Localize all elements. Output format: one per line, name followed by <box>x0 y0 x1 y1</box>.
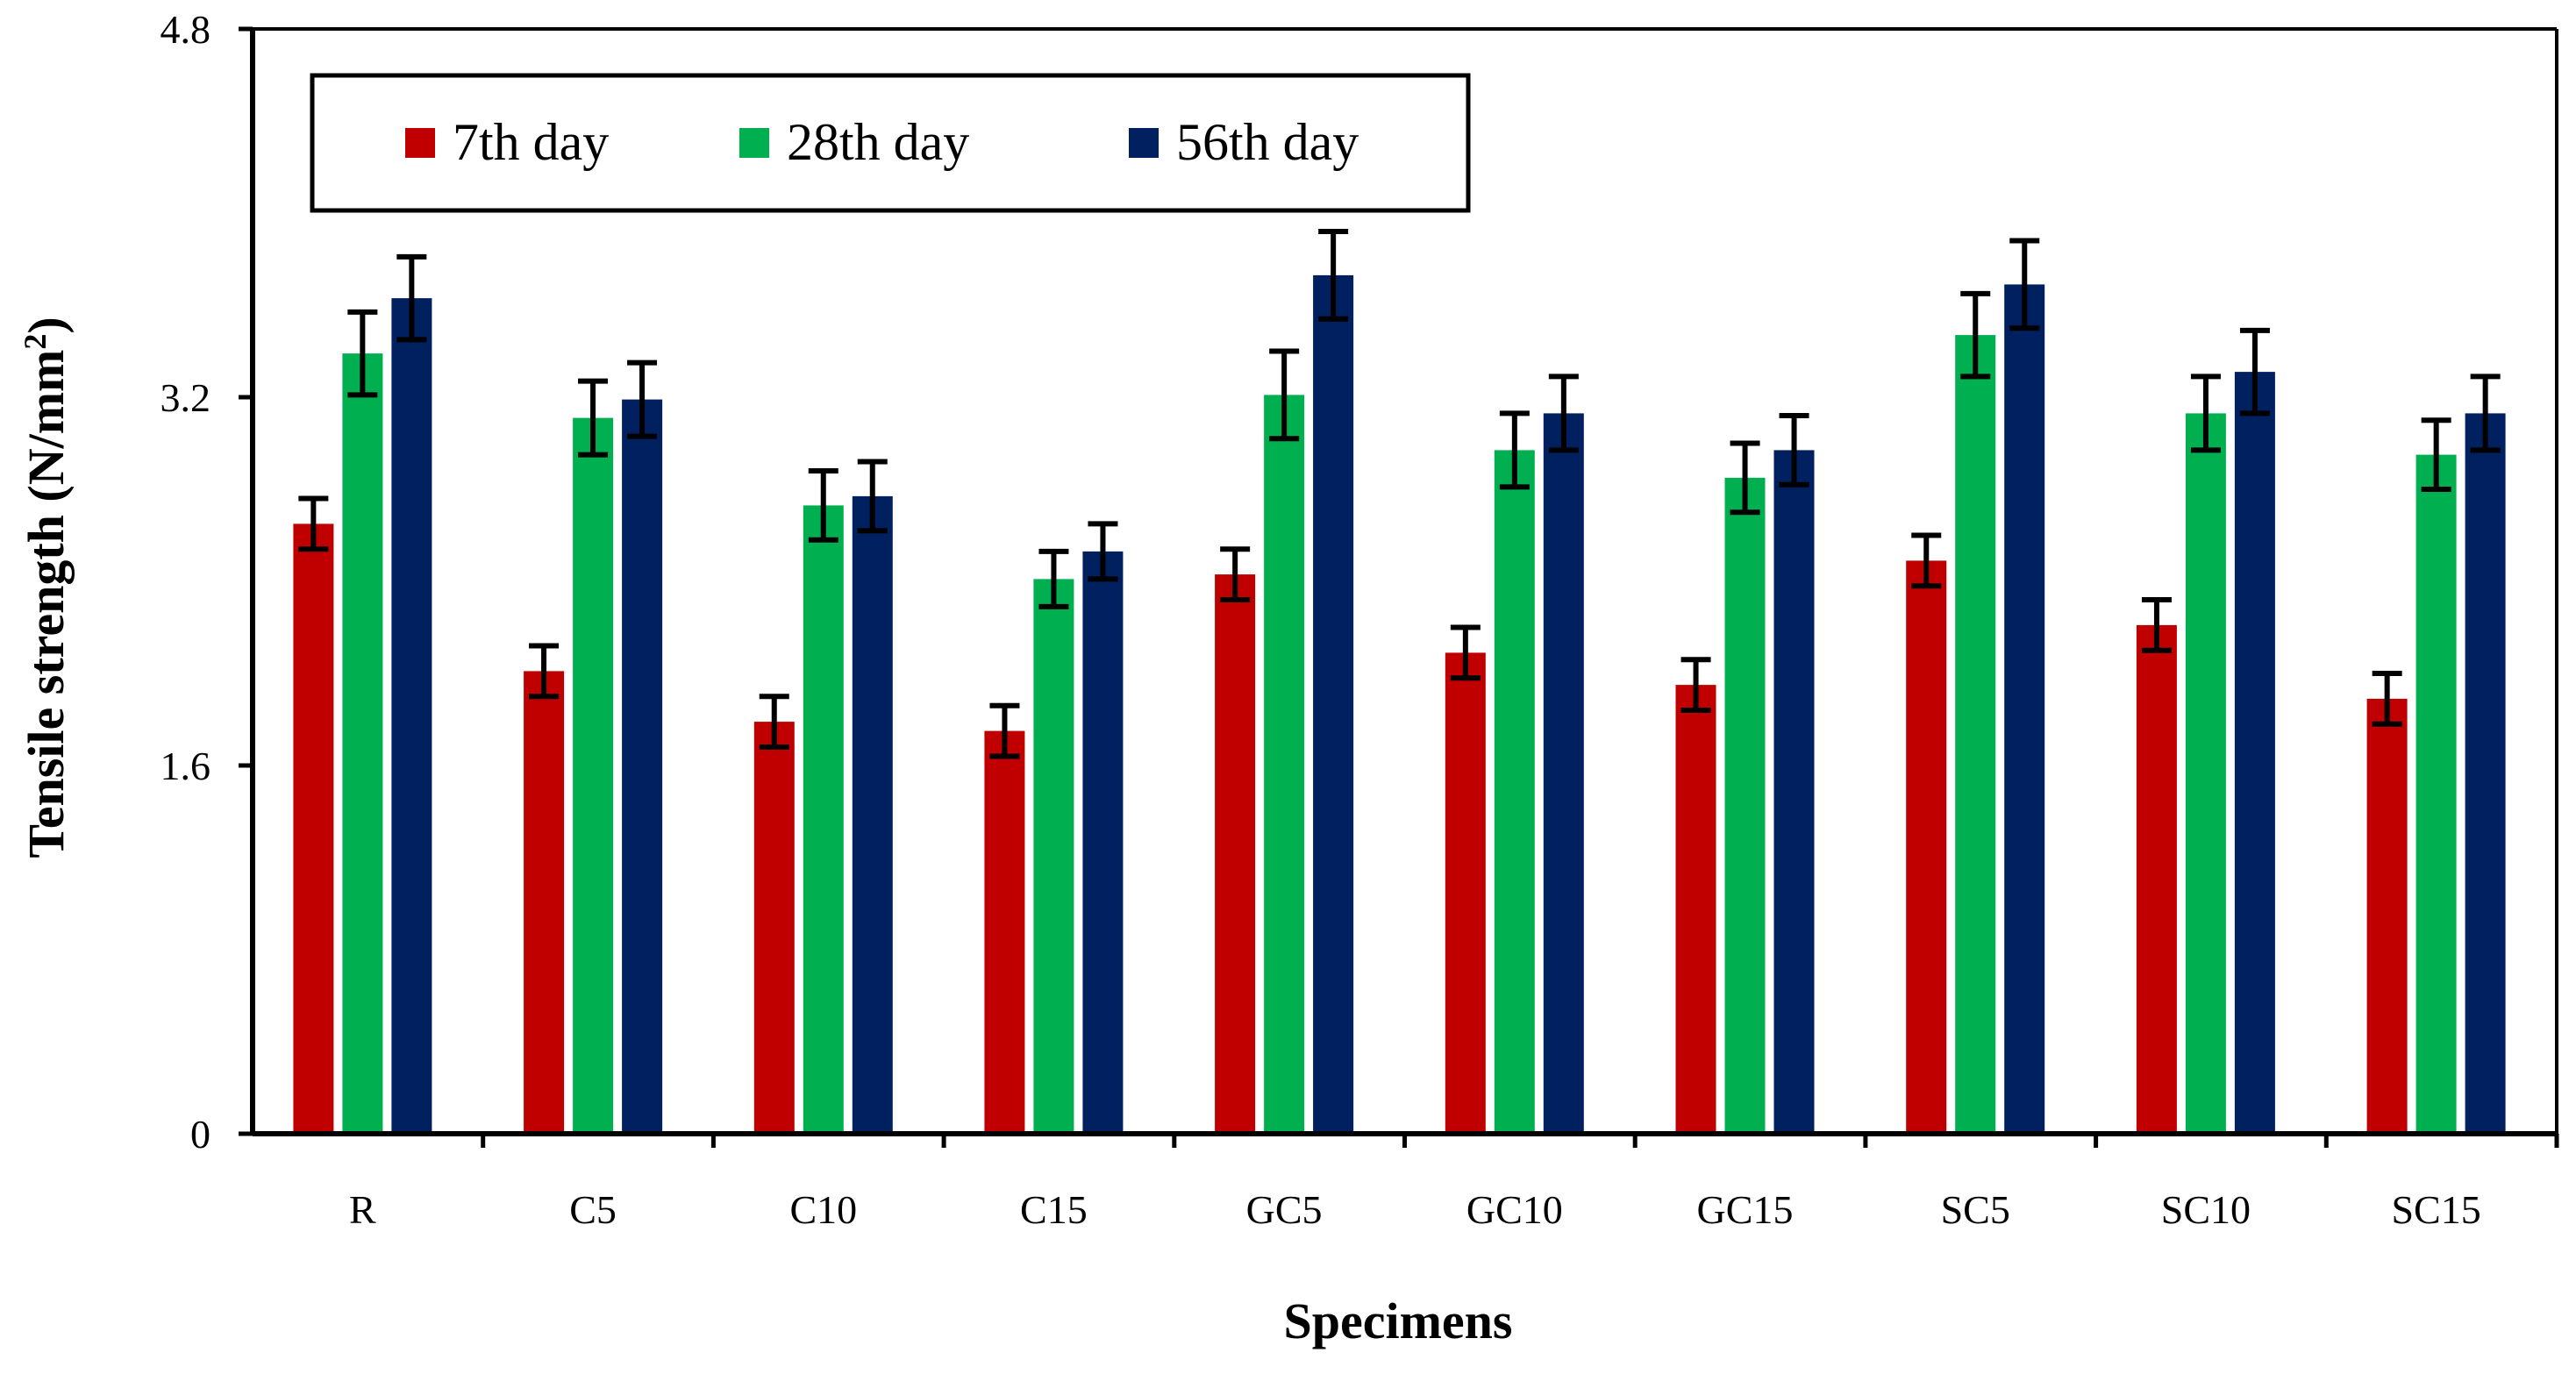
bar-sc10-28th-day <box>2185 413 2226 1134</box>
legend-label: 28th day <box>787 113 969 171</box>
legend-label: 7th day <box>453 113 609 171</box>
error-bar-gc10-7th-day <box>1450 624 1481 681</box>
bar-sc15-28th-day <box>2415 454 2457 1134</box>
bar-c5-7th-day <box>524 671 565 1134</box>
legend-swatch <box>405 128 435 158</box>
y-tick-label: 4.8 <box>161 7 211 52</box>
legend-item-28th-day: 28th day <box>739 113 969 171</box>
error-bar-r-7th-day <box>298 495 329 552</box>
bar-sc5-56th-day <box>2004 284 2045 1134</box>
legend-item-7th-day: 7th day <box>405 113 609 171</box>
x-tick-label: GC5 <box>1246 1187 1323 1232</box>
bar-gc10-28th-day <box>1494 450 1535 1134</box>
bar-gc15-28th-day <box>1724 477 1766 1134</box>
error-bar-gc10-56th-day <box>1548 374 1579 453</box>
bar-c15-56th-day <box>1082 551 1124 1134</box>
error-bar-sc15-7th-day <box>2372 671 2402 727</box>
x-tick-label: R <box>349 1187 376 1232</box>
x-tick-label: C10 <box>789 1187 857 1232</box>
error-bar-sc10-28th-day <box>2190 374 2221 453</box>
error-bar-gc15-56th-day <box>1779 413 1809 488</box>
bar-c5-28th-day <box>573 417 614 1135</box>
error-bar-c10-28th-day <box>808 468 838 543</box>
bar-c10-56th-day <box>852 495 893 1134</box>
bars-layer <box>293 274 2506 1135</box>
error-bar-sc10-56th-day <box>2239 327 2270 416</box>
bar-gc15-56th-day <box>1773 450 1815 1134</box>
bar-c5-56th-day <box>622 399 663 1135</box>
bar-c10-28th-day <box>803 505 844 1134</box>
bar-c15-7th-day <box>984 730 1025 1134</box>
bar-r-56th-day <box>391 298 432 1135</box>
x-tick-label: GC10 <box>1466 1187 1563 1232</box>
error-bar-c5-28th-day <box>578 378 609 458</box>
bar-sc10-56th-day <box>2234 372 2275 1135</box>
bar-sc5-7th-day <box>1906 560 1947 1134</box>
error-bar-gc10-28th-day <box>1499 410 1530 490</box>
axes-layer <box>239 26 2559 1148</box>
legend-label: 56th day <box>1176 113 1359 171</box>
y-axis-title: Tensile strength (N/mm2) <box>18 317 75 858</box>
bar-c15-28th-day <box>1033 579 1074 1134</box>
errorbar-layer <box>298 229 2501 759</box>
bar-gc5-7th-day <box>1215 574 1256 1134</box>
bar-c10-7th-day <box>753 722 795 1134</box>
y-axis-title-close: ) <box>18 317 75 333</box>
legend-swatch <box>739 128 769 158</box>
error-bar-c15-28th-day <box>1038 548 1069 609</box>
legend-item-56th-day: 56th day <box>1129 113 1359 171</box>
bar-sc15-7th-day <box>2366 698 2408 1134</box>
y-axis-title-superscript: 2 <box>18 334 53 350</box>
y-tick-label: 3.2 <box>161 375 211 420</box>
bar-gc15-7th-day <box>1675 685 1716 1134</box>
x-tick-label: C5 <box>569 1187 617 1232</box>
bar-gc5-28th-day <box>1264 395 1305 1134</box>
error-bar-sc5-28th-day <box>1960 290 1991 380</box>
y-tick-label: 0 <box>190 1112 211 1157</box>
error-bar-r-56th-day <box>396 253 427 343</box>
error-bar-sc5-56th-day <box>2009 238 2040 331</box>
legend-swatch <box>1129 128 1159 158</box>
error-bar-gc5-7th-day <box>1220 546 1251 602</box>
bar-gc10-56th-day <box>1543 413 1584 1134</box>
error-bar-c15-56th-day <box>1088 521 1118 582</box>
y-tick-label: 1.6 <box>161 744 211 788</box>
error-bar-c5-56th-day <box>627 360 658 439</box>
bar-r-7th-day <box>293 523 334 1134</box>
bar-sc5-28th-day <box>1955 335 1996 1135</box>
y-axis-title-main: Tensile strength (N/mm <box>18 350 75 858</box>
error-bar-sc10-7th-day <box>2141 597 2172 653</box>
legend-box <box>310 73 1471 213</box>
error-bar-gc15-28th-day <box>1730 440 1760 516</box>
error-bar-gc5-56th-day <box>1318 229 1349 322</box>
bar-r-28th-day <box>342 353 383 1135</box>
x-tick-label: GC15 <box>1697 1187 1794 1232</box>
x-tick-label: SC15 <box>2391 1187 2480 1232</box>
error-bar-c10-7th-day <box>759 694 789 750</box>
x-tick-labels: R C5 C10 C15 GC5 GC10 GC15 SC5 SC10 SC15 <box>349 1187 2481 1232</box>
error-bar-sc15-56th-day <box>2470 374 2501 453</box>
bar-sc15-56th-day <box>2465 413 2506 1134</box>
x-tick-label: SC10 <box>2161 1187 2251 1232</box>
error-bar-c15-7th-day <box>989 702 1020 759</box>
x-axis-title: Specimens <box>1284 1292 1513 1349</box>
error-bar-gc15-7th-day <box>1680 657 1711 713</box>
error-bar-r-28th-day <box>347 309 378 398</box>
x-tick-label: SC5 <box>1941 1187 2010 1232</box>
error-bar-c5-7th-day <box>529 643 560 700</box>
legend: 7th day 28th day 56th day <box>310 73 1471 213</box>
error-bar-sc5-7th-day <box>1911 532 1942 589</box>
error-bar-sc15-28th-day <box>2421 417 2451 492</box>
x-tick-label: C15 <box>1020 1187 1088 1232</box>
bar-gc10-7th-day <box>1445 652 1486 1134</box>
error-bar-c10-56th-day <box>857 459 888 534</box>
bar-gc5-56th-day <box>1313 274 1354 1134</box>
y-tick-labels: 0 1.6 3.2 4.8 <box>161 7 211 1157</box>
bar-sc10-7th-day <box>2136 624 2177 1134</box>
error-bar-gc5-28th-day <box>1269 348 1300 442</box>
